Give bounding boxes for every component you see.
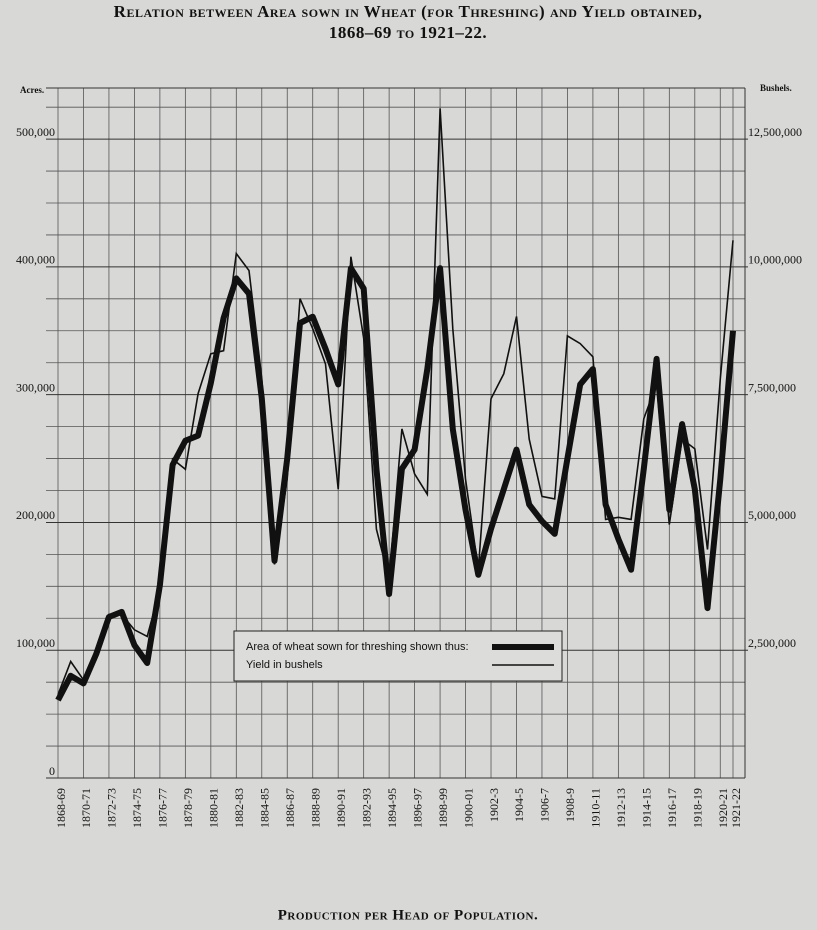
chart-title: Relation between Area sown in Wheat (for… <box>114 2 703 21</box>
x-tick-label: 1880-81 <box>207 788 221 828</box>
x-tick-label: 1894-95 <box>385 788 399 828</box>
y-tick-label: 500,000 <box>16 125 55 139</box>
x-tick-label: 1912-13 <box>614 788 628 828</box>
y-tick-label: 0 <box>49 764 55 778</box>
y2-tick-label: 5,000,000 <box>748 508 796 522</box>
y2-tick-label: 10,000,000 <box>748 253 802 267</box>
x-tick-label: 1916-17 <box>665 788 679 828</box>
x-tick-label: 1908-9 <box>563 788 577 822</box>
x-tick-label: 1914-15 <box>640 788 654 828</box>
x-tick-label: 1910-11 <box>589 788 603 828</box>
x-tick-label: 1878-79 <box>181 788 195 828</box>
y2-tick-label: 12,500,000 <box>748 125 802 139</box>
y-tick-label: 200,000 <box>16 508 55 522</box>
legend-label: Yield in bushels <box>246 659 323 671</box>
x-tick-label: 1870-71 <box>79 788 93 828</box>
x-tick-label: 1888-89 <box>308 788 322 828</box>
y2-tick-label: 2,500,000 <box>748 636 796 650</box>
y2-tick-label: 7,500,000 <box>748 380 796 394</box>
y-tick-label: 100,000 <box>16 636 55 650</box>
legend-box <box>233 630 563 682</box>
y2-axis-label: Bushels. <box>760 83 792 93</box>
legend-label: Area of wheat sown for threshing shown t… <box>246 641 469 653</box>
x-tick-label: 1886-87 <box>283 788 297 828</box>
x-tick-label: 1868-69 <box>54 788 68 828</box>
x-tick-label: 1900-01 <box>461 788 475 828</box>
x-tick-label: 1906-7 <box>538 788 552 822</box>
x-tick-label: 1898-99 <box>436 788 450 828</box>
x-tick-label: 1890-91 <box>334 788 348 828</box>
y-axis-label: Acres. <box>20 85 44 95</box>
chart-subtitle: 1868–69 to 1921–22. <box>329 23 487 42</box>
x-tick-label: 1892-93 <box>359 788 373 828</box>
x-tick-label: 1921-22 <box>729 788 743 828</box>
x-tick-label: 1896-97 <box>410 788 424 828</box>
y-tick-label: 400,000 <box>16 253 55 267</box>
caption: Production per Head of Population. <box>278 907 539 923</box>
series-line <box>57 108 734 695</box>
x-tick-label: 1884-85 <box>258 788 272 828</box>
x-tick-label: 1920-21 <box>716 788 730 828</box>
x-tick-label: 1918-19 <box>691 788 705 828</box>
y-tick-label: 300,000 <box>16 380 55 394</box>
x-tick-label: 1902-3 <box>487 788 501 822</box>
x-tick-label: 1882-83 <box>232 788 246 828</box>
x-tick-label: 1904-5 <box>512 788 526 822</box>
x-tick-label: 1874-75 <box>130 788 144 828</box>
x-tick-label: 1872-73 <box>105 788 119 828</box>
x-tick-label: 1876-77 <box>156 788 170 828</box>
